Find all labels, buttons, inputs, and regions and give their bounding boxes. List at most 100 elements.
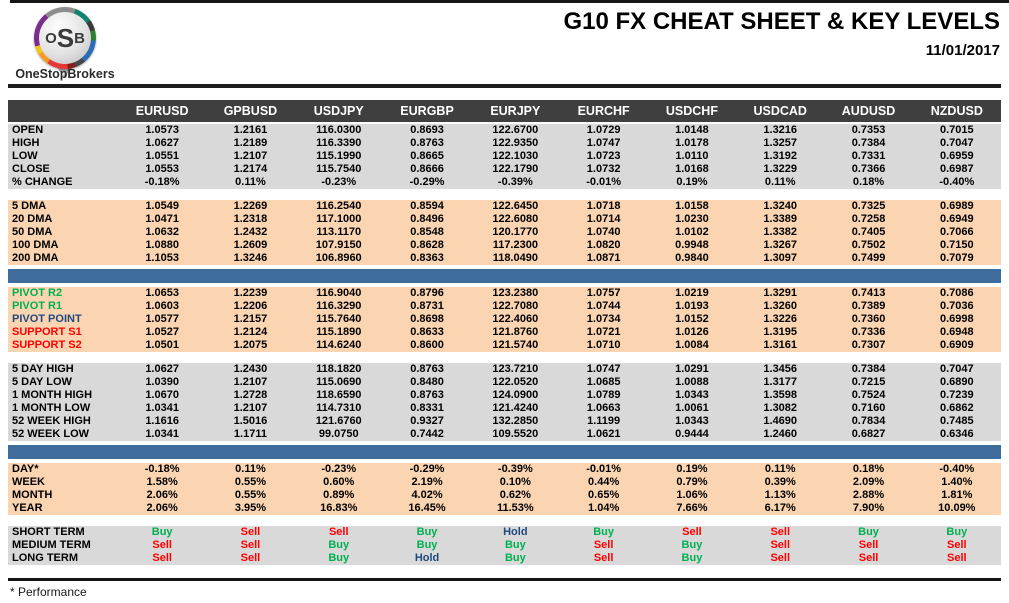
fx-table: EURUSD GPBUSD USDJPY EURGBP EURJPY EURCHF USDC… — [8, 100, 1001, 565]
table-cell-eurchf: 1.0710 — [586, 339, 621, 351]
page-title: G10 FX CHEAT SHEET & KEY LEVELS — [563, 8, 1000, 35]
table-cell-usdcad: 1.3260 — [763, 300, 798, 312]
table-row: % CHANGE -0.18% 0.11% -0.23% -0.29% -0.39% -0.… — [8, 176, 1001, 189]
table-cell-gpbusd: 1.2318 — [233, 213, 268, 225]
table-cell-eurjpy: 11.53% — [496, 502, 534, 514]
table-row: SHORT TERM Buy Sell Sell Buy Hold Buy Sell Sell B… — [8, 526, 1001, 539]
table-cell-eurchf: 1.0718 — [586, 200, 621, 212]
table-cell-eurgbp: 0.8693 — [410, 124, 444, 136]
table-cell-eurusd: -0.18% — [144, 176, 180, 188]
table-cell-audusd: Sell — [858, 539, 879, 551]
row-label: PIVOT R2 — [12, 287, 63, 299]
section-signals: SHORT TERM Buy Sell Sell Buy Hold Buy Sell Sell B… — [8, 526, 1001, 565]
table-cell-eurjpy: 122.6450 — [492, 200, 539, 212]
table-cell-usdcad: 1.3598 — [763, 389, 798, 401]
table-cell-eurchf: 1.1199 — [587, 415, 621, 427]
table-cell-usdjpy: -0.23% — [321, 463, 357, 475]
table-cell-usdchf: 0.19% — [676, 463, 708, 475]
table-row: 52 WEEK LOW 1.0341 1.1711 99.0750 0.7442 109.… — [8, 428, 1001, 441]
table-cell-eurusd: 2.06% — [146, 502, 178, 514]
table-cell-eurchf: 1.0871 — [586, 252, 621, 264]
table-cell-nzdusd: Buy — [946, 526, 968, 538]
table-cell-audusd: 0.7366 — [851, 163, 886, 175]
table-cell-eurgbp: 0.8666 — [410, 163, 444, 175]
table-cell-eurgbp: 0.8363 — [410, 252, 444, 264]
row-label: HIGH — [12, 137, 40, 149]
table-cell-usdjpy: 118.1820 — [316, 363, 362, 375]
table-cell-usdjpy: Buy — [328, 539, 350, 551]
footer-divider-line — [8, 578, 1001, 581]
table-cell-usdchf: 1.0219 — [675, 287, 709, 299]
table-cell-eurusd: 1.0341 — [145, 428, 179, 440]
table-cell-usdcad: Sell — [770, 539, 791, 551]
table-cell-eurjpy: 122.4060 — [492, 313, 539, 325]
table-cell-eurusd: Sell — [152, 552, 172, 564]
table-row: HIGH 1.0627 1.2189 116.3390 0.8763 122.9350 1.… — [8, 137, 1001, 150]
table-cell-gpbusd: 1.5016 — [233, 415, 268, 427]
logo-letter-o: O — [45, 29, 57, 47]
table-cell-eurchf: 1.04% — [588, 502, 620, 514]
table-cell-usdjpy: Buy — [328, 552, 350, 564]
table-cell-gpbusd: 1.2189 — [233, 137, 268, 149]
top-border-line — [10, 0, 1009, 3]
table-cell-usdcad: 1.3240 — [763, 200, 798, 212]
table-cell-nzdusd: 0.6949 — [939, 213, 974, 225]
performance-footnote: * Performance — [10, 585, 87, 599]
table-cell-usdjpy: 115.0690 — [316, 376, 362, 388]
row-label: MONTH — [12, 489, 53, 501]
table-cell-usdchf: Sell — [682, 526, 702, 538]
table-cell-eurchf: 0.44% — [588, 476, 620, 488]
table-row: LOW 1.0551 1.2107 115.1990 0.8665 122.1030 1.0… — [8, 150, 1001, 163]
row-label: MEDIUM TERM — [12, 539, 91, 551]
table-cell-gpbusd: 1.2432 — [233, 226, 268, 238]
table-cell-gpbusd: Sell — [240, 552, 261, 564]
table-row: OPEN 1.0573 1.2161 116.0300 0.8693 122.6700 1.… — [8, 124, 1001, 137]
table-cell-eurjpy: 122.9350 — [492, 137, 539, 149]
table-cell-eurusd: 1.0551 — [145, 150, 179, 162]
table-cell-usdcad: 1.13% — [764, 489, 796, 501]
table-cell-eurusd: 1.1616 — [145, 415, 179, 427]
table-cell-eurgbp: 4.02% — [411, 489, 443, 501]
table-cell-eurjpy: Hold — [503, 526, 528, 538]
table-cell-eurchf: 1.0714 — [586, 213, 621, 225]
table-cell-eurusd: 1.0627 — [145, 137, 179, 149]
table-row: PIVOT R1 1.0603 1.2206 116.3290 0.8731 122.70… — [8, 300, 1001, 313]
table-cell-usdjpy: 115.1990 — [316, 150, 362, 162]
row-label: OPEN — [12, 124, 44, 136]
table-cell-gpbusd: 0.55% — [234, 476, 267, 488]
table-cell-audusd: 0.18% — [852, 463, 885, 475]
table-header-row: EURUSD GPBUSD USDJPY EURGBP EURJPY EURCHF USDC… — [8, 100, 1001, 124]
table-cell-usdjpy: 116.0300 — [316, 124, 362, 136]
table-row: 100 DMA 1.0880 1.2609 107.9150 0.8628 117.230… — [8, 239, 1001, 252]
table-cell-nzdusd: 0.6890 — [939, 376, 974, 388]
table-cell-usdcad: 0.39% — [764, 476, 796, 488]
table-cell-eurusd: Sell — [152, 539, 172, 551]
table-cell-eurjpy: 0.10% — [499, 476, 531, 488]
table-cell-usdchf: 7.66% — [676, 502, 708, 514]
table-cell-usdchf: 1.0152 — [675, 313, 709, 325]
table-cell-eurchf: 1.0723 — [586, 150, 621, 162]
table-cell-eurusd: 1.0390 — [145, 376, 179, 388]
row-label: YEAR — [12, 502, 43, 514]
table-cell-usdcad: Sell — [770, 552, 791, 564]
table-cell-eurjpy: 122.7080 — [492, 300, 539, 312]
table-cell-audusd: 0.7160 — [851, 402, 886, 414]
table-cell-gpbusd: 1.2161 — [233, 124, 268, 136]
table-cell-usdjpy: 16.83% — [320, 502, 358, 514]
table-cell-eurjpy: 0.62% — [499, 489, 531, 501]
column-header-usdjpy: USDJPY — [313, 103, 364, 118]
row-label: 5 DAY LOW — [12, 376, 72, 388]
table-cell-gpbusd: Sell — [240, 526, 261, 538]
table-body: OPEN 1.0573 1.2161 116.0300 0.8693 122.6700 1.… — [8, 124, 1001, 565]
table-cell-usdchf: 1.0084 — [675, 339, 709, 351]
logo-letter-b: B — [74, 29, 85, 47]
table-cell-audusd: 0.7353 — [851, 124, 886, 136]
blue-divider-bar — [8, 269, 1001, 283]
table-cell-audusd: 0.18% — [852, 176, 885, 188]
table-cell-usdjpy: 106.8960 — [315, 252, 362, 264]
table-cell-eurusd: 1.0653 — [145, 287, 179, 299]
column-header-eurjpy: EURJPY — [490, 103, 541, 118]
table-cell-eurjpy: 122.6700 — [492, 124, 539, 136]
table-cell-gpbusd: Sell — [240, 539, 261, 551]
